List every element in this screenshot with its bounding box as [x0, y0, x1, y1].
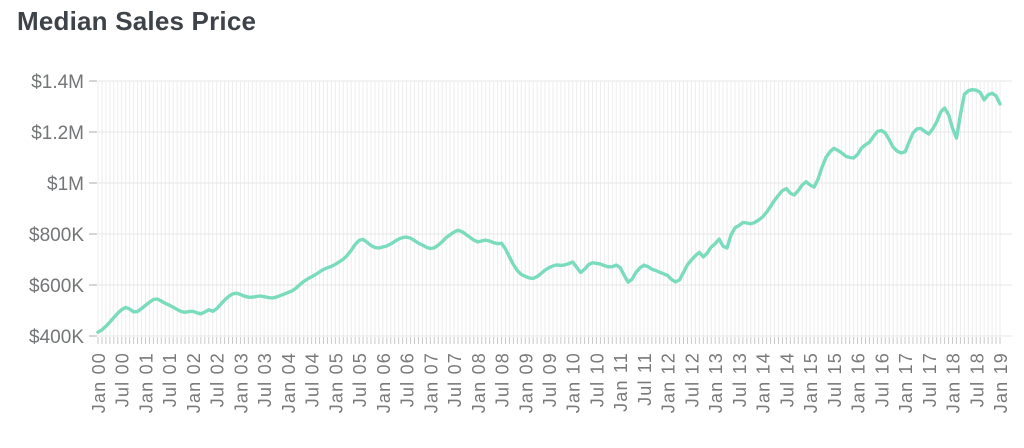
x-axis-label: Jan 14 — [754, 352, 774, 413]
x-axis-label: Jan 02 — [184, 352, 204, 413]
x-axis-label: Jul 11 — [635, 352, 655, 406]
x-axis-label: Jan 16 — [849, 352, 869, 413]
x-axis-label: Jul 13 — [730, 352, 750, 407]
x-axis-label: Jan 09 — [516, 352, 536, 413]
x-axis-label: Jan 19 — [991, 352, 1011, 413]
x-axis-label: Jan 00 — [89, 352, 109, 413]
y-axis-label: $600K — [29, 276, 84, 297]
x-axis-label: Jul 05 — [350, 352, 370, 407]
plot-area[interactable] — [98, 81, 1000, 336]
x-axis-label: Jul 07 — [445, 352, 465, 407]
x-axis-label: Jan 06 — [374, 352, 394, 413]
x-axis-label: Jan 12 — [659, 352, 679, 413]
x-axis-label: Jul 16 — [872, 352, 892, 407]
x-axis-label: Jul 18 — [967, 352, 987, 407]
x-axis-label: Jul 09 — [540, 352, 560, 407]
y-axis-label: $1M — [47, 174, 84, 195]
x-axis-label: Jan 10 — [564, 352, 584, 413]
x-axis-label: Jan 04 — [279, 352, 299, 413]
x-axis-label: Jul 14 — [777, 352, 797, 407]
x-axis-label: Jul 15 — [825, 352, 845, 407]
x-axis-label: Jul 02 — [208, 352, 228, 407]
y-axis-label: $800K — [29, 225, 84, 246]
median-price-line[interactable] — [96, 87, 1002, 334]
x-axis-label: Jan 18 — [944, 352, 964, 413]
x-axis-label: Jan 17 — [896, 352, 916, 413]
x-axis-label: Jul 04 — [303, 352, 323, 407]
x-axis-label: Jul 00 — [113, 352, 133, 407]
x-axis-label: Jul 03 — [255, 352, 275, 407]
x-axis-label: Jan 07 — [421, 352, 441, 413]
x-axis-label: Jan 08 — [469, 352, 489, 413]
x-axis-label: Jul 06 — [398, 352, 418, 407]
x-axis-label: Jul 01 — [160, 352, 180, 407]
x-axis-label: Jul 08 — [493, 352, 513, 407]
x-axis-label: Jan 11 — [611, 352, 631, 412]
y-axis-label: $1.2M — [31, 123, 84, 144]
x-axis-label: Jul 12 — [682, 352, 702, 407]
x-axis-label: Jul 17 — [920, 352, 940, 407]
x-axis-label: Jan 03 — [231, 352, 251, 413]
x-axis-label: Jan 13 — [706, 352, 726, 413]
y-axis-label: $1.4M — [31, 72, 84, 93]
chart-title: Median Sales Price — [17, 6, 257, 36]
x-axis-label: Jan 01 — [136, 352, 156, 413]
x-axis-label: Jan 05 — [326, 352, 346, 413]
y-axis-label: $400K — [29, 327, 84, 348]
x-axis-label: Jul 10 — [587, 352, 607, 407]
x-axis-label: Jan 15 — [801, 352, 821, 413]
